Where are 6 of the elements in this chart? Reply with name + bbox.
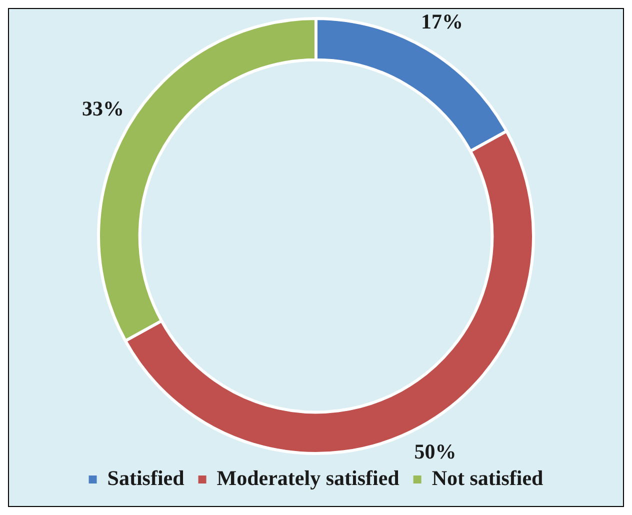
data-label: 33% [82, 96, 124, 120]
legend-label: Moderately satisfied [216, 466, 400, 490]
legend-label: Satisfied [107, 466, 185, 490]
legend-label: Not satisfied [432, 466, 544, 490]
data-label: 17% [420, 9, 463, 34]
data-label: 50% [414, 439, 456, 464]
